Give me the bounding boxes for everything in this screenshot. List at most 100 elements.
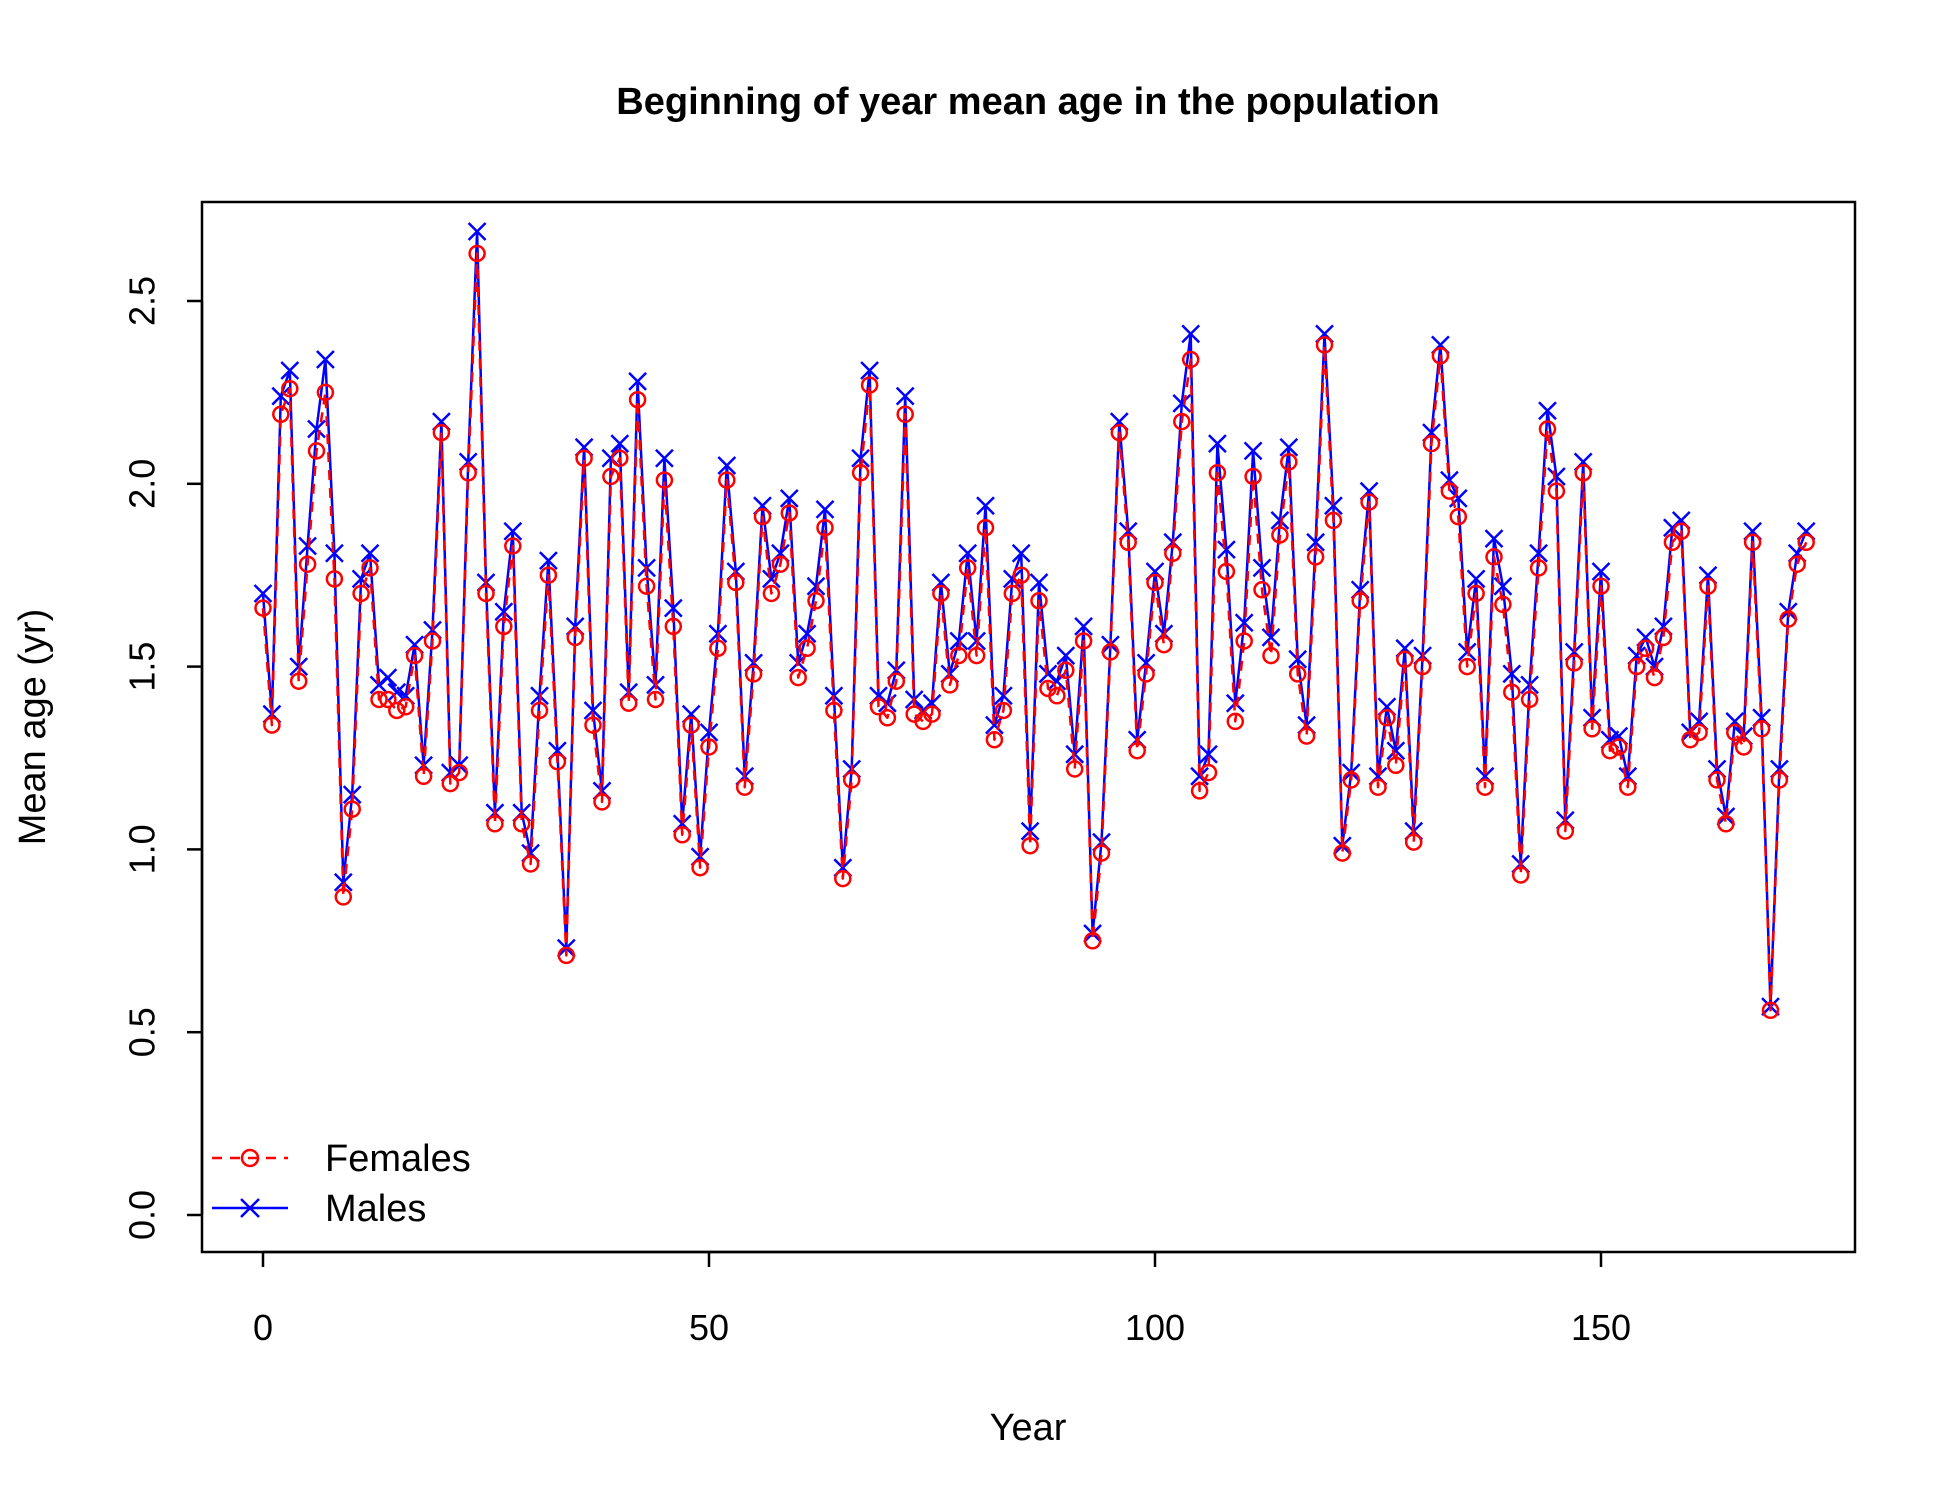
data-point <box>1699 577 1717 595</box>
data-point <box>718 471 736 489</box>
data-point <box>1315 336 1334 354</box>
data-point <box>1021 836 1039 855</box>
data-point <box>1262 646 1280 665</box>
data-point <box>521 855 540 873</box>
data-point <box>1422 434 1441 453</box>
data-point <box>360 543 380 563</box>
data-point <box>1065 760 1084 778</box>
data-point <box>432 423 451 442</box>
data-point <box>878 709 897 727</box>
data-point <box>1199 744 1218 764</box>
data-point <box>994 686 1013 706</box>
y-tick-label: 1.5 <box>122 642 163 692</box>
y-tick-label: 2.0 <box>122 459 163 509</box>
data-point <box>352 584 370 603</box>
data-point <box>860 361 879 380</box>
data-point <box>450 763 468 782</box>
data-point <box>976 496 995 516</box>
data-point <box>628 390 647 409</box>
data-point <box>1243 441 1263 461</box>
data-point <box>1743 533 1762 552</box>
data-point <box>637 577 656 595</box>
data-point <box>1458 657 1476 676</box>
data-point <box>1601 741 1619 760</box>
data-point <box>1288 665 1307 683</box>
data-point <box>816 518 834 537</box>
data-point <box>1092 844 1111 862</box>
data-point <box>699 723 719 742</box>
data-point <box>298 555 317 573</box>
data-point <box>1297 727 1316 745</box>
data-point <box>1003 584 1022 603</box>
data-point <box>1476 778 1494 796</box>
data-point <box>860 376 879 394</box>
data-point <box>1636 639 1655 658</box>
data-point <box>1012 566 1030 584</box>
data-point <box>1074 632 1093 650</box>
data-point <box>1627 657 1646 676</box>
data-point <box>1128 741 1146 760</box>
data-point <box>1369 778 1387 796</box>
data-point <box>807 592 825 610</box>
data-point <box>1547 467 1566 486</box>
data-point <box>735 778 754 796</box>
data-point <box>932 584 950 603</box>
data-point <box>664 617 683 636</box>
data-point <box>994 701 1013 720</box>
data-point <box>334 888 353 906</box>
data-point <box>1538 401 1557 421</box>
legend-item-females: Females <box>212 1138 471 1180</box>
data-point <box>280 361 300 380</box>
data-point <box>1324 511 1343 530</box>
data-point <box>976 518 995 537</box>
data-point <box>1654 628 1673 647</box>
y-tick-label: 2.5 <box>122 276 163 326</box>
series-females <box>254 244 1815 1020</box>
data-point <box>333 872 353 892</box>
data-point <box>1235 632 1253 650</box>
legend-males-marker <box>240 1198 260 1218</box>
data-point <box>1591 562 1611 581</box>
data-point <box>1547 482 1566 500</box>
data-point <box>1181 324 1201 344</box>
x-tick-label: 100 <box>1125 1307 1185 1348</box>
data-point <box>414 767 433 786</box>
data-point <box>1119 533 1137 552</box>
series-line-males <box>261 230 1808 1008</box>
series-line-females <box>261 252 1808 1012</box>
data-point <box>958 559 977 577</box>
data-point <box>869 698 888 716</box>
data-point <box>797 624 817 644</box>
data-point <box>1619 778 1637 796</box>
data-point <box>1083 932 1102 950</box>
data-point <box>494 602 514 622</box>
data-point <box>1208 464 1227 482</box>
data-point <box>842 771 861 789</box>
data-point <box>351 569 371 589</box>
data-point <box>1574 464 1592 482</box>
data-point <box>1253 581 1271 599</box>
data-point <box>253 584 273 603</box>
data-point <box>1164 544 1182 563</box>
data-point <box>1457 642 1477 662</box>
data-point <box>1449 507 1468 526</box>
data-point <box>1226 712 1245 731</box>
y-axis-label: Mean age (yr) <box>12 609 54 846</box>
data-point <box>593 793 611 811</box>
data-point <box>361 559 379 577</box>
data-point <box>1520 690 1539 709</box>
data-point <box>1502 664 1522 684</box>
data-point <box>1155 635 1173 654</box>
data-point <box>1110 423 1129 442</box>
data-point <box>673 826 691 844</box>
data-point <box>1565 654 1583 672</box>
x-axis-label: Year <box>990 1407 1067 1449</box>
y-axis: 0.0 0.5 1.0 1.5 2.0 2.5 <box>122 276 204 1240</box>
data-point <box>1029 573 1049 592</box>
data-point <box>806 576 826 596</box>
data-point <box>1173 412 1191 431</box>
data-point <box>1342 771 1360 789</box>
data-point <box>1726 723 1744 742</box>
chart-title: Beginning of year mean age in the popula… <box>616 81 1439 123</box>
